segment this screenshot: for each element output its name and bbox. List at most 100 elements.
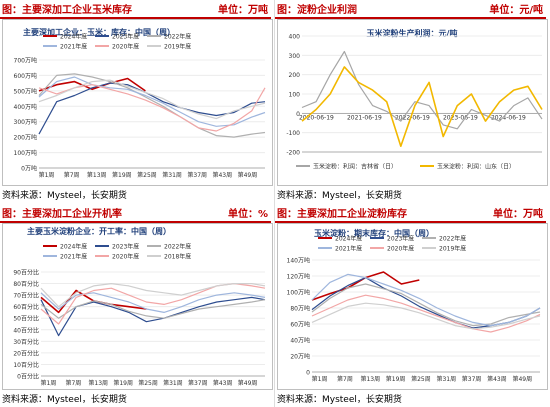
series-line bbox=[38, 84, 266, 132]
y-tick-label: 100万吨 bbox=[287, 289, 310, 297]
chart-title: 玉米淀粉：期末库存：中国（周） bbox=[314, 228, 434, 238]
x-tick-label: 第13周 bbox=[88, 379, 108, 387]
panel-unit: 单位：万吨 bbox=[493, 209, 543, 220]
x-tick-label: 第1周 bbox=[41, 379, 57, 387]
y-tick-label: 60万吨 bbox=[290, 321, 310, 329]
panel-unit: 单位：元/吨 bbox=[489, 5, 543, 16]
panel-title: 图：淀粉企业利润 bbox=[277, 5, 357, 16]
y-tick-label: 80百分比 bbox=[13, 280, 39, 288]
x-tick-label: 第37周 bbox=[462, 375, 482, 383]
y-tick-label: -200 bbox=[286, 150, 300, 157]
operating-rate-panel: 图：主要深加工企业开机率 单位：% 主要玉米淀粉企业：开工率：中国（周） 0百分比… bbox=[0, 204, 275, 407]
y-tick-label: 20万吨 bbox=[290, 353, 310, 361]
y-tick-label: 300万吨 bbox=[14, 118, 37, 126]
series-line bbox=[40, 299, 266, 319]
legend-label: 2022年度 bbox=[439, 235, 466, 243]
x-tick-label: 第25周 bbox=[411, 375, 431, 383]
panel-header: 图：主要深加工企业淀粉库存 单位：万吨 bbox=[275, 204, 546, 223]
legend-label: 2024年度 bbox=[335, 235, 362, 243]
legend-label: 2019年度 bbox=[164, 43, 191, 51]
series-line bbox=[38, 79, 266, 120]
y-tick-label: 500万吨 bbox=[14, 87, 37, 95]
x-tick-label: 第43周 bbox=[487, 375, 507, 383]
y-tick-label: 700万吨 bbox=[14, 57, 37, 65]
y-tick-label: 120万吨 bbox=[287, 273, 310, 281]
series-line bbox=[38, 82, 266, 135]
series-line bbox=[38, 73, 266, 138]
divider bbox=[274, 0, 275, 407]
legend-label: 2021年度 bbox=[335, 245, 362, 253]
legend-label: 2023年度 bbox=[112, 33, 139, 41]
x-tick-label: 第1周 bbox=[312, 375, 328, 383]
x-tick-label: 第1周 bbox=[39, 171, 55, 179]
x-tick-label: 第31周 bbox=[436, 375, 456, 383]
legend-label: 2020年度 bbox=[112, 43, 139, 51]
series-line bbox=[301, 50, 543, 130]
y-tick-label: 70百分比 bbox=[13, 292, 39, 300]
panel-header: 图：主要深加工企业玉米库存 单位：万吨 bbox=[0, 0, 271, 19]
starch-inventory-panel: 图：主要深加工企业淀粉库存 单位：万吨 玉米淀粉：期末库存：中国（周） 0 20万吨… bbox=[275, 204, 550, 407]
source-note: 资料来源：Mysteel，长安期货 bbox=[2, 395, 127, 405]
series-line bbox=[38, 77, 146, 92]
x-tick-label: 第13周 bbox=[87, 171, 107, 179]
x-tick-label: 第49周 bbox=[512, 375, 532, 383]
x-tick-label: 第13周 bbox=[360, 375, 380, 383]
panel-unit: 单位：万吨 bbox=[218, 5, 268, 16]
starch-profit-panel: 图：淀粉企业利润 单位：元/吨 玉米淀粉生产利润：元/吨 -200 -100 0 100… bbox=[275, 0, 550, 203]
series-line bbox=[40, 283, 266, 308]
x-tick-label: 第37周 bbox=[188, 379, 208, 387]
y-tick-label: 100 bbox=[289, 92, 301, 99]
series-line bbox=[301, 66, 543, 147]
y-tick-label: 50百分比 bbox=[13, 315, 39, 323]
y-tick-label: 0 bbox=[306, 370, 310, 377]
x-tick-label: 第19周 bbox=[386, 375, 406, 383]
legend-label: 2021年度 bbox=[60, 253, 87, 261]
legend-label: 2024年度 bbox=[60, 33, 87, 41]
series-line bbox=[311, 277, 541, 329]
x-tick-label: 第7周 bbox=[64, 171, 80, 179]
series-line bbox=[311, 273, 541, 327]
legend-label: 2024年度 bbox=[60, 243, 87, 251]
y-tick-label: 0万吨 bbox=[21, 165, 37, 173]
x-tick-label: 第43周 bbox=[213, 379, 233, 387]
chart-area: 玉米淀粉：期末库存：中国（周） 0 20万吨 40万吨 60万吨 80万吨 100万吨 120… bbox=[277, 223, 548, 390]
source-note: 资料来源：Mysteel，长安期货 bbox=[2, 191, 127, 201]
legend-label: 2019年度 bbox=[439, 245, 466, 253]
panel-header: 图：淀粉企业利润 单位：元/吨 bbox=[275, 0, 546, 19]
legend-label: 玉米淀粉：利润：吉林省（日） bbox=[313, 163, 397, 171]
x-tick-label: 2023-06-19 bbox=[443, 114, 478, 121]
x-tick-label: 第43周 bbox=[212, 171, 232, 179]
source-note: 资料来源：Mysteel，长安期货 bbox=[277, 191, 402, 201]
chart-area: 主要深加工企业：玉米：库存：中国（周） 0万吨 100万吨 200万吨 300万吨 400… bbox=[2, 19, 273, 186]
legend-label: 2018年度 bbox=[164, 253, 191, 261]
legend-label: 2020年度 bbox=[387, 245, 414, 253]
series-line bbox=[40, 292, 266, 313]
x-tick-label: 第37周 bbox=[187, 171, 207, 179]
y-tick-label: 40万吨 bbox=[290, 337, 310, 345]
y-tick-label: 140万吨 bbox=[287, 257, 310, 265]
x-tick-label: 第19周 bbox=[112, 171, 132, 179]
y-tick-label: 60百分比 bbox=[13, 303, 39, 311]
y-tick-label: 400 bbox=[289, 34, 301, 41]
y-tick-label: 0百分比 bbox=[17, 373, 39, 381]
x-tick-label: 第7周 bbox=[65, 379, 81, 387]
y-tick-label: 100万吨 bbox=[14, 149, 37, 157]
panel-title: 图：主要深加工企业开机率 bbox=[2, 209, 122, 220]
legend-label: 玉米淀粉：利润：山东（日） bbox=[437, 163, 515, 171]
x-tick-label: 2024-06-19 bbox=[491, 114, 526, 121]
x-tick-label: 2022-06-19 bbox=[395, 114, 430, 121]
legend-label: 2022年度 bbox=[164, 33, 191, 41]
series-line bbox=[38, 76, 266, 127]
series-line bbox=[311, 294, 541, 333]
legend-label: 2020年度 bbox=[112, 253, 139, 261]
legend-label: 2022年度 bbox=[164, 243, 191, 251]
panel-header: 图：主要深加工企业开机率 单位：% bbox=[0, 204, 271, 223]
chart-title: 主要深加工企业：玉米：库存：中国（周） bbox=[23, 27, 175, 37]
x-tick-label: 第7周 bbox=[337, 375, 353, 383]
y-tick-label: 200万吨 bbox=[14, 134, 37, 142]
y-tick-label: 400万吨 bbox=[14, 103, 37, 111]
y-tick-label: 0 bbox=[296, 111, 300, 118]
series-line bbox=[311, 283, 541, 327]
x-tick-label: 第49周 bbox=[238, 171, 258, 179]
y-tick-label: 80万吨 bbox=[290, 305, 310, 313]
